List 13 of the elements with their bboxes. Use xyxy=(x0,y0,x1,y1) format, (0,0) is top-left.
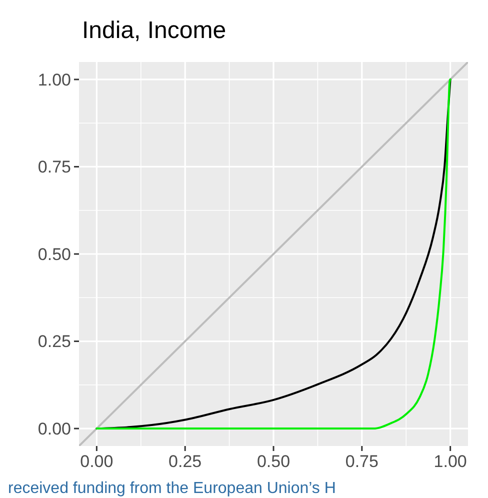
y-tick-label: 0.25 xyxy=(38,332,71,352)
y-tick-label: 1.00 xyxy=(38,70,71,90)
chart-title: India, Income xyxy=(82,17,226,44)
x-tick-label: 0.50 xyxy=(256,452,290,471)
y-tick-label: 0.50 xyxy=(38,244,71,264)
text: received funding from the European Union’s H xyxy=(8,480,336,497)
x-tick-label: 0.25 xyxy=(168,452,202,471)
line-series xyxy=(96,78,452,430)
y-tick-label: 0.00 xyxy=(38,419,71,438)
x-tick-label: 0.75 xyxy=(345,452,378,471)
x-tick-label: 0.00 xyxy=(80,452,114,471)
y-tick-label: 0.75 xyxy=(38,158,71,177)
x-tick-label: 1.00 xyxy=(434,452,467,471)
